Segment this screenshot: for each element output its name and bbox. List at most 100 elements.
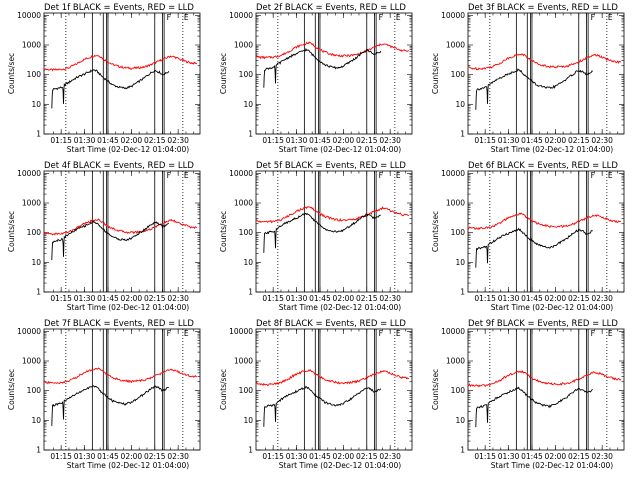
x-tick-label: 01:45 bbox=[97, 136, 119, 145]
x-tick-label: 01:30 bbox=[498, 294, 520, 303]
y-tick-label: 100 bbox=[451, 386, 466, 395]
y-tick-label: 100 bbox=[451, 228, 466, 237]
events-series-line bbox=[475, 68, 593, 110]
lld-series-line bbox=[467, 370, 622, 388]
x-axis-label: Start Time (02-Dec-12 01:04:00) bbox=[67, 303, 189, 312]
y-tick-label: 10 bbox=[243, 100, 253, 109]
x-tick-label: 02:30 bbox=[591, 452, 613, 461]
y-tick-label: 10 bbox=[243, 258, 253, 267]
x-tick-label: 01:45 bbox=[309, 136, 331, 145]
flag-label: F bbox=[167, 329, 171, 338]
y-tick-label: 10000 bbox=[17, 11, 41, 20]
panel-4: Det 4f BLACK = Events, RED = LLD 1101001… bbox=[7, 161, 201, 312]
panel-title: Det 7f BLACK = Events, RED = LLD bbox=[44, 319, 194, 329]
plot-frame bbox=[467, 328, 625, 451]
x-tick-label: 01:15 bbox=[262, 294, 284, 303]
x-tick-label: 02:30 bbox=[167, 136, 189, 145]
y-tick-label: 1000 bbox=[234, 41, 253, 50]
plot-frame bbox=[255, 328, 413, 451]
y-tick-label: 10000 bbox=[441, 327, 465, 336]
y-axis-label: Counts/sec bbox=[219, 369, 228, 410]
y-tick-label: 10 bbox=[31, 100, 41, 109]
x-tick-label: 01:15 bbox=[474, 294, 496, 303]
lld-series-line bbox=[255, 368, 410, 387]
x-axis-label: Start Time (02-Dec-12 01:04:00) bbox=[67, 461, 189, 470]
x-tick-label: 02:00 bbox=[545, 294, 567, 303]
flag-label: F bbox=[591, 171, 595, 180]
panel-title: Det 6f BLACK = Events, RED = LLD bbox=[468, 161, 618, 171]
x-axis-label: Start Time (02-Dec-12 01:04:00) bbox=[279, 461, 401, 470]
y-tick-label: 10 bbox=[455, 416, 465, 425]
flag-label: E bbox=[608, 329, 613, 338]
y-tick-label: 1 bbox=[460, 446, 465, 455]
y-tick-label: 10000 bbox=[17, 169, 41, 178]
y-tick-label: 10000 bbox=[441, 169, 465, 178]
x-tick-label: 02:15 bbox=[568, 136, 590, 145]
panel-title: Det 4f BLACK = Events, RED = LLD bbox=[44, 161, 194, 171]
y-tick-label: 10 bbox=[455, 258, 465, 267]
panel-9: Det 9f BLACK = Events, RED = LLD 1101001… bbox=[431, 319, 625, 470]
flag-label: F bbox=[591, 13, 595, 22]
x-tick-label: 01:15 bbox=[262, 452, 284, 461]
plot-area: 1 10 100 1000 10000 01:15 01:30 01:45 02:00 02:15… bbox=[431, 11, 625, 154]
events-series-line bbox=[51, 220, 170, 261]
y-tick-label: 100 bbox=[27, 70, 42, 79]
x-tick-label: 01:15 bbox=[474, 136, 496, 145]
x-axis-label: Start Time (02-Dec-12 01:04:00) bbox=[279, 303, 401, 312]
x-tick-label: 02:00 bbox=[121, 294, 143, 303]
events-series-line bbox=[263, 47, 382, 88]
panel-title: Det 5f BLACK = Events, RED = LLD bbox=[256, 161, 406, 171]
x-tick-label: 02:15 bbox=[356, 294, 378, 303]
panel-2: Det 2f BLACK = Events, RED = LLD 1101001… bbox=[219, 3, 413, 154]
panel-6: Det 6f BLACK = Events, RED = LLD 1101001… bbox=[431, 161, 625, 312]
y-tick-label: 1 bbox=[248, 130, 253, 139]
x-axis-label: Start Time (02-Dec-12 01:04:00) bbox=[279, 145, 401, 154]
y-tick-label: 10 bbox=[31, 416, 41, 425]
flag-label: F bbox=[379, 329, 383, 338]
x-tick-label: 02:00 bbox=[121, 452, 143, 461]
lld-series-line bbox=[43, 218, 198, 236]
y-tick-label: 100 bbox=[27, 228, 42, 237]
x-tick-label: 02:30 bbox=[591, 136, 613, 145]
panel-title: Det 8f BLACK = Events, RED = LLD bbox=[256, 319, 406, 329]
x-tick-label: 02:15 bbox=[144, 136, 166, 145]
flag-label: E bbox=[608, 171, 613, 180]
y-tick-label: 100 bbox=[451, 70, 466, 79]
y-axis-label: Counts/sec bbox=[431, 53, 440, 94]
y-tick-label: 1 bbox=[460, 130, 465, 139]
x-tick-label: 02:00 bbox=[545, 136, 567, 145]
x-tick-label: 01:45 bbox=[97, 452, 119, 461]
x-tick-label: 02:30 bbox=[167, 452, 189, 461]
y-tick-label: 1000 bbox=[22, 357, 41, 366]
panel-title: Det 2f BLACK = Events, RED = LLD bbox=[256, 3, 406, 13]
x-tick-label: 02:15 bbox=[356, 452, 378, 461]
plot-frame bbox=[43, 328, 201, 451]
flag-label: E bbox=[184, 13, 189, 22]
plot-area: 1 10 100 1000 10000 01:15 01:30 01:45 02:00 02:15… bbox=[431, 327, 625, 470]
x-tick-label: 01:30 bbox=[286, 136, 308, 145]
events-series-line bbox=[263, 385, 382, 427]
x-tick-label: 01:45 bbox=[97, 294, 119, 303]
x-tick-label: 02:30 bbox=[167, 294, 189, 303]
x-tick-label: 02:15 bbox=[144, 452, 166, 461]
x-tick-label: 01:45 bbox=[521, 294, 543, 303]
x-tick-label: 02:00 bbox=[545, 452, 567, 461]
x-tick-label: 01:30 bbox=[74, 452, 96, 461]
x-axis-label: Start Time (02-Dec-12 01:04:00) bbox=[491, 461, 613, 470]
plot-area: 1 10 100 1000 10000 01:15 01:30 01:45 02:00 02:15… bbox=[219, 327, 413, 470]
flag-label: F bbox=[167, 13, 171, 22]
x-tick-label: 02:00 bbox=[333, 294, 355, 303]
y-tick-label: 1000 bbox=[446, 199, 465, 208]
x-tick-label: 01:15 bbox=[50, 136, 72, 145]
y-tick-label: 1 bbox=[248, 446, 253, 455]
y-axis-label: Counts/sec bbox=[219, 53, 228, 94]
plot-frame bbox=[467, 170, 625, 293]
y-tick-label: 1 bbox=[248, 288, 253, 297]
panel-3: Det 3f BLACK = Events, RED = LLD 1101001… bbox=[431, 3, 625, 154]
x-tick-label: 01:30 bbox=[286, 452, 308, 461]
y-tick-label: 10000 bbox=[17, 327, 41, 336]
flag-label: E bbox=[184, 329, 189, 338]
x-tick-label: 01:15 bbox=[474, 452, 496, 461]
flag-label: F bbox=[591, 329, 595, 338]
